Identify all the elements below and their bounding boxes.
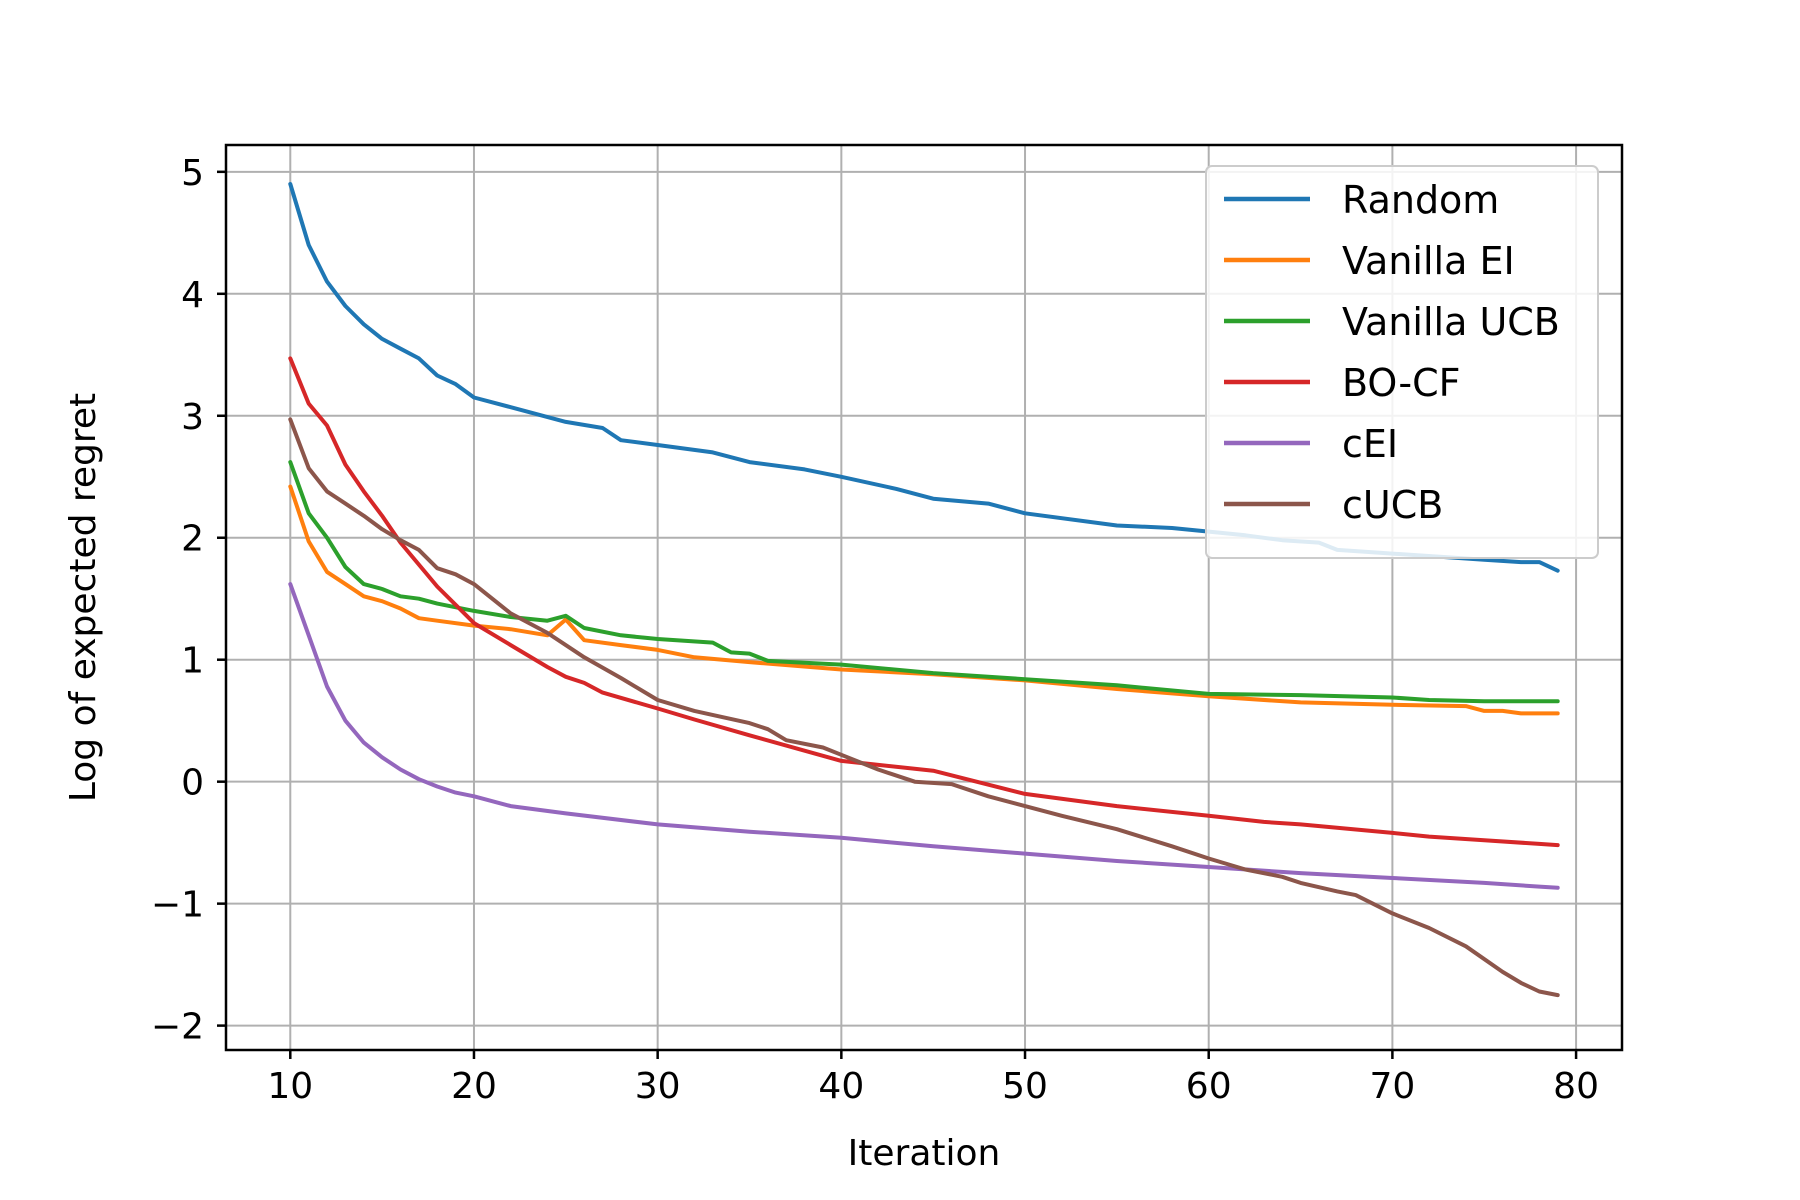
y-tick-label: 0: [181, 763, 204, 804]
legend-label-cei: cEI: [1342, 422, 1398, 466]
series-lines: [288, 182, 1560, 998]
x-tick-label: 60: [1186, 1066, 1232, 1107]
legend-label-vanilla-ucb: Vanilla UCB: [1342, 300, 1560, 344]
x-tick-label: 10: [267, 1066, 313, 1107]
x-tick-label: 40: [818, 1066, 864, 1107]
y-axis-label: Log of expected regret: [63, 393, 104, 802]
plot-frame: [224, 143, 1624, 1052]
series-line-bo-cf: [288, 356, 1560, 848]
series-line-vanilla-ucb: [288, 460, 1560, 704]
x-tick-label: 70: [1369, 1066, 1415, 1107]
x-tick-label: 80: [1553, 1066, 1599, 1107]
series-line-vanilla-ei: [288, 484, 1560, 716]
legend-label-random: Random: [1342, 178, 1499, 222]
y-tick-label: 1: [181, 641, 204, 682]
x-tick-label: 30: [635, 1066, 681, 1107]
x-axis-label: Iteration: [848, 1133, 1001, 1174]
y-tick-label: 3: [181, 397, 204, 438]
legend: Random Vanilla EI Vanilla UCB BO-CF cEI cUCB: [1205, 165, 1599, 559]
y-tick-label: 5: [181, 153, 204, 194]
y-tick-label: −1: [151, 885, 204, 926]
y-tick-label: 2: [181, 519, 204, 560]
axis-ticks: 10 20 30 40 50 60 70 80 −2 −1 0 1 2 3 4 5: [151, 153, 1599, 1107]
y-tick-label: 4: [181, 275, 204, 316]
legend-label-cucb: cUCB: [1342, 483, 1443, 527]
legend-label-vanilla-ei: Vanilla EI: [1342, 239, 1515, 283]
series-line-cucb: [288, 417, 1560, 998]
series-line-cei: [288, 582, 1560, 890]
legend-box: [1205, 165, 1599, 559]
x-tick-label: 20: [451, 1066, 497, 1107]
y-tick-label: −2: [151, 1007, 204, 1048]
x-tick-label: 50: [1002, 1066, 1048, 1107]
legend-label-bo-cf: BO-CF: [1342, 361, 1460, 405]
